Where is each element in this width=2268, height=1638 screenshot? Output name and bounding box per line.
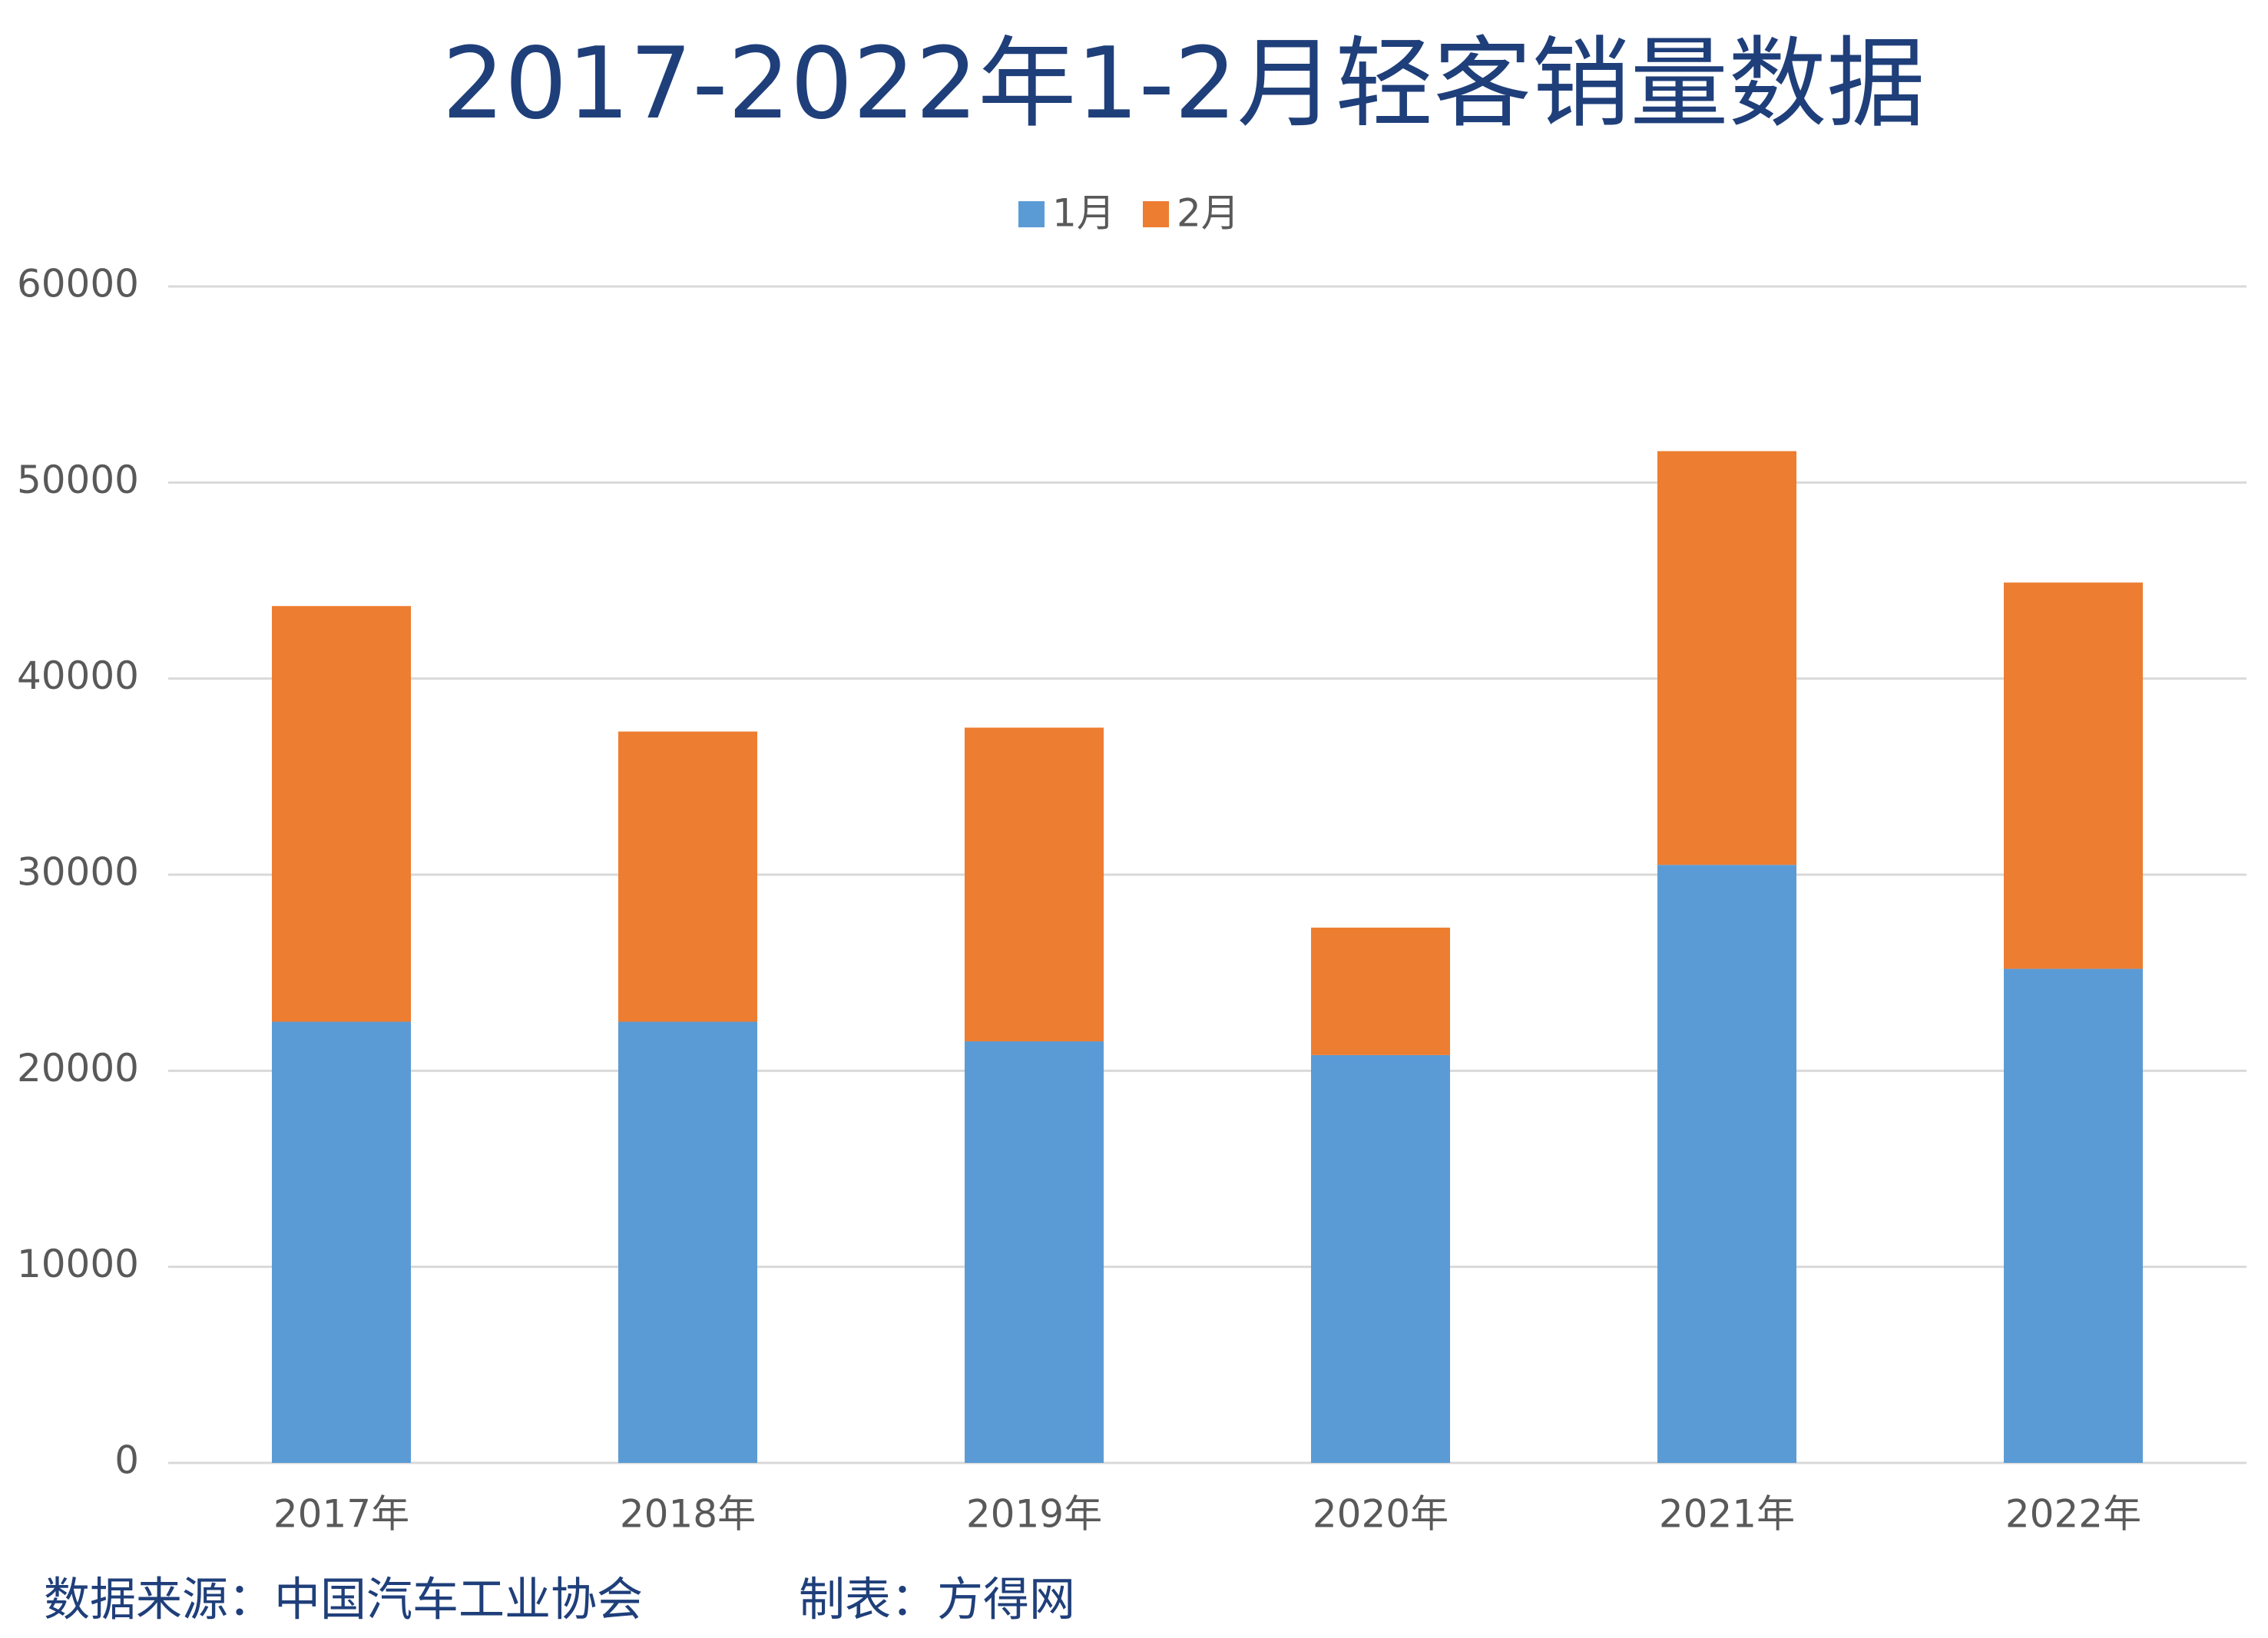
bar-segment — [1311, 1054, 1450, 1463]
y-tick-label: 40000 — [17, 654, 139, 698]
x-tick-label: 2021年 — [1659, 1492, 1795, 1537]
bar-segment — [1657, 451, 1796, 865]
bar-segment — [618, 1021, 757, 1463]
x-tick-label: 2018年 — [620, 1492, 756, 1537]
bar-segment — [2004, 582, 2143, 969]
y-tick-label: 30000 — [17, 850, 139, 895]
x-tick-label: 2022年 — [2005, 1492, 2141, 1537]
y-tick-label: 10000 — [17, 1242, 139, 1286]
credit: 制表：方得网 — [799, 1573, 1075, 1627]
legend-swatch — [1143, 201, 1169, 227]
legend-swatch — [1018, 201, 1045, 227]
chart-title: 2017-2022年1-2月轻客销量数据 — [442, 27, 1925, 141]
x-tick-label: 2017年 — [273, 1492, 409, 1537]
x-tick-label: 2020年 — [1313, 1492, 1449, 1537]
bar-segment — [618, 731, 757, 1022]
y-tick-label: 20000 — [17, 1046, 139, 1090]
x-tick-label: 2019年 — [966, 1492, 1102, 1537]
y-tick-label: 0 — [114, 1438, 139, 1483]
legend-label: 2月 — [1177, 191, 1240, 236]
bar-segment — [272, 606, 411, 1022]
bar-segment — [2004, 968, 2143, 1463]
bar-segment — [1657, 865, 1796, 1463]
bar-segment — [965, 1041, 1104, 1463]
bar-segment — [272, 1021, 411, 1463]
bar-segment — [965, 727, 1104, 1042]
bar-segment — [1311, 927, 1450, 1055]
source: 数据来源：中国汽车工业协会 — [44, 1573, 643, 1627]
legend-label: 1月 — [1052, 191, 1115, 236]
y-tick-label: 50000 — [17, 458, 139, 502]
y-tick-label: 60000 — [17, 262, 139, 306]
